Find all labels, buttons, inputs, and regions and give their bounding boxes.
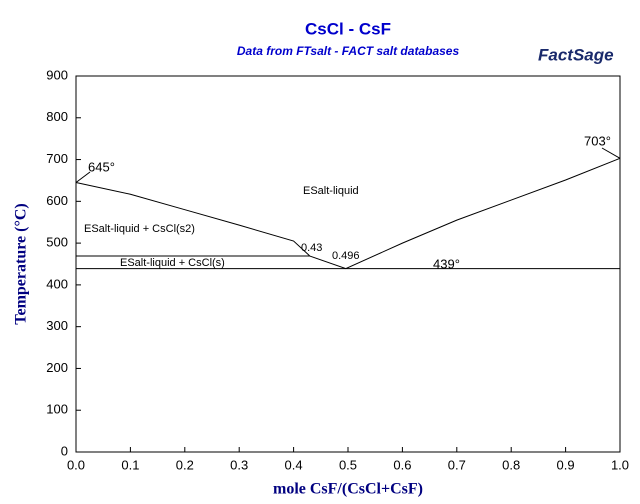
- y-tick-label: 0: [61, 443, 68, 458]
- x-axis-label: mole CsF/(CsCl+CsF): [273, 481, 423, 498]
- y-tick-label: 700: [46, 151, 68, 166]
- y-tick-label: 100: [46, 402, 68, 417]
- x-tick-label: 0.0: [67, 457, 85, 472]
- leader-line: [75, 171, 91, 183]
- x-tick-label: 0.6: [393, 457, 411, 472]
- y-tick-label: 300: [46, 318, 68, 333]
- y-tick-label: 800: [46, 109, 68, 124]
- annotation: ESalt-liquid + CsCl(s2): [84, 223, 195, 235]
- leader-line: [601, 147, 621, 159]
- annotation: 0.43: [301, 242, 322, 254]
- x-tick-label: 0.4: [285, 457, 303, 472]
- annotation: 645°: [88, 159, 115, 174]
- phase-boundary: [75, 157, 621, 270]
- annotation: 0.496: [332, 250, 360, 262]
- chart-subtitle: Data from FTsalt - FACT salt databases: [237, 44, 460, 58]
- y-tick-label: 600: [46, 193, 68, 208]
- annotation: ESalt-liquid: [303, 185, 359, 197]
- logo: FactSage: [538, 45, 614, 64]
- x-tick-label: 0.1: [121, 457, 139, 472]
- y-axis-label: Temperature (°C): [13, 203, 30, 324]
- y-tick-label: 400: [46, 276, 68, 291]
- x-tick-label: 0.8: [502, 457, 520, 472]
- annotation: ESalt-liquid + CsCl(s): [120, 257, 225, 269]
- y-tick-label: 900: [46, 67, 68, 82]
- x-tick-label: 0.2: [176, 457, 194, 472]
- x-tick-label: 0.7: [448, 457, 466, 472]
- x-tick-label: 0.5: [339, 457, 357, 472]
- chart-title: CsCl - CsF: [305, 19, 391, 38]
- x-tick-label: 0.9: [557, 457, 575, 472]
- y-tick-label: 200: [46, 360, 68, 375]
- x-tick-label: 0.3: [230, 457, 248, 472]
- x-tick-label: 1.0: [611, 457, 629, 472]
- annotation: 439°: [433, 256, 460, 271]
- annotation: 703°: [584, 133, 611, 148]
- y-tick-label: 500: [46, 235, 68, 250]
